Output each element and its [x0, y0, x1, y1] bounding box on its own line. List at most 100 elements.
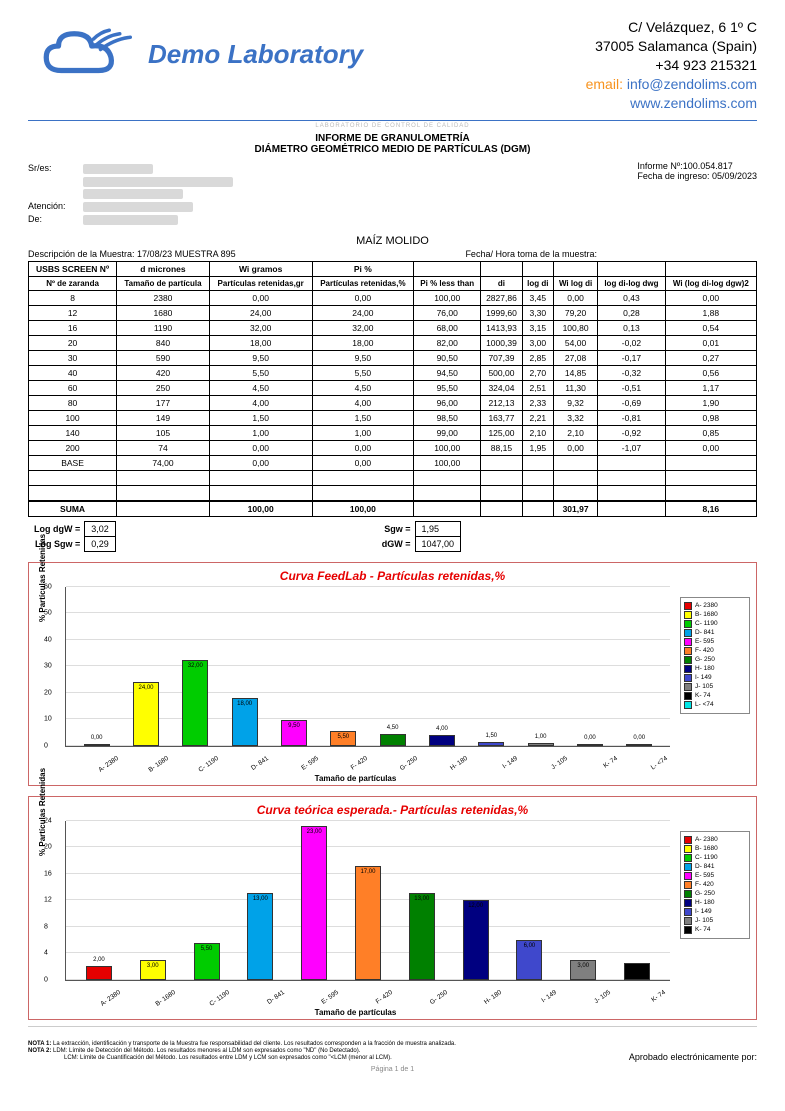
- table-header: [522, 261, 553, 276]
- chart-bar: 3,00: [570, 960, 596, 980]
- table-row: 200740,000,00100,0088,151,950,00-1,070,0…: [29, 440, 757, 455]
- chart-bar: 32,00: [182, 660, 208, 745]
- table-row: 12168024,0024,0076,001999,603,3079,200,2…: [29, 305, 757, 320]
- dgw: 1047,00: [415, 536, 461, 551]
- legend-item: A- 2380: [684, 602, 746, 610]
- chart2-title: Curva teórica esperada.- Partículas rete…: [35, 803, 750, 817]
- informe-no: 100.054.817: [683, 161, 733, 171]
- web-link[interactable]: www.zendolims.com: [586, 94, 757, 113]
- chart1-title: Curva FeedLab - Partículas retenidas,%: [35, 569, 750, 583]
- table-header: [665, 261, 756, 276]
- email-label: email:: [586, 76, 627, 92]
- legend-item: C- 1190: [684, 854, 746, 862]
- table-subheader: Pi % less than: [414, 276, 481, 290]
- addr-line2: 37005 Salamanca (Spain): [586, 37, 757, 56]
- doc-subtitle: DIÁMETRO GEOMÉTRICO MEDIO DE PARTÍCULAS …: [28, 144, 757, 155]
- table-header: Wi gramos: [209, 261, 312, 276]
- meta-block: Sr/es: Atención: De: Informe Nº:100.054.…: [28, 161, 757, 226]
- chart-bar: 12,00: [463, 900, 489, 980]
- desc-value: 17/08/23 MUESTRA 895: [137, 249, 236, 259]
- legend-item: G- 250: [684, 890, 746, 898]
- chart-feedlab: Curva FeedLab - Partículas retenidas,% %…: [28, 562, 757, 786]
- table-subheader: log di-log dwg: [598, 276, 665, 290]
- table-header: Pi %: [312, 261, 414, 276]
- table-row: 1401051,001,0099,00125,002,102,10-0,920,…: [29, 425, 757, 440]
- email-link[interactable]: info@zendolims.com: [627, 76, 757, 92]
- informe-no-label: Informe Nº:: [637, 161, 682, 171]
- table-subheader: Nº de zaranda: [29, 276, 117, 290]
- table-row: 16119032,0032,0068,001413,933,15100,800,…: [29, 320, 757, 335]
- chart-bar: 1,50: [478, 742, 504, 746]
- legend-item: E- 595: [684, 638, 746, 646]
- table-row: 823800,000,00100,002827,863,450,000,430,…: [29, 290, 757, 305]
- log-dgw-label: Log dgW =: [28, 521, 85, 536]
- table-subheader: Partículas retenidas,%: [312, 276, 414, 290]
- nota2a: LDM: Límite de Detección del Método. Los…: [53, 1048, 360, 1054]
- divider: [28, 1026, 757, 1027]
- table-subheader: Partículas retenidas,gr: [209, 276, 312, 290]
- chart-bar: 9,50: [281, 720, 307, 745]
- legend-item: B- 1680: [684, 845, 746, 853]
- chart1-xlabel: Tamaño de partículas: [35, 774, 676, 783]
- log-sgw: 0,29: [85, 536, 116, 551]
- redacted: [83, 177, 233, 187]
- redacted: [83, 202, 193, 212]
- legend-item: K- 74: [684, 692, 746, 700]
- table-subheader: Wi log di: [553, 276, 597, 290]
- chart-bar: 13,00: [247, 893, 273, 980]
- table-header: [481, 261, 523, 276]
- lab-name: Demo Laboratory: [148, 39, 363, 70]
- divider: [28, 120, 757, 121]
- logo-block: Demo Laboratory: [28, 18, 363, 90]
- table-row: 1001491,501,5098,50163,772,213,32-0,810,…: [29, 410, 757, 425]
- chart2-legend: A- 2380B- 1680C- 1190D- 841E- 595F- 420G…: [680, 831, 750, 939]
- de-label: De:: [28, 214, 83, 224]
- legend-item: F- 420: [684, 881, 746, 889]
- chart-bar: 23,00: [301, 826, 327, 979]
- table-subheader: di: [481, 276, 523, 290]
- legend-item: G- 250: [684, 656, 746, 664]
- page-number: Página 1 de 1: [28, 1066, 757, 1073]
- table-row: BASE74,000,000,00100,00: [29, 455, 757, 470]
- footnotes: NOTA 1: La extracción, identificación y …: [28, 1041, 757, 1063]
- table-row: 2084018,0018,0082,001000,393,0054,00-0,0…: [29, 335, 757, 350]
- desc-label: Descripción de la Muestra:: [28, 249, 137, 259]
- chart1-legend: A- 2380B- 1680C- 1190D- 841E- 595F- 420G…: [680, 597, 750, 714]
- table-row: [29, 470, 757, 485]
- chart-bar: 5,50: [330, 731, 356, 746]
- legend-item: D- 841: [684, 629, 746, 637]
- lab-tagline: LABORATORIO DE CONTROL DE CALIDAD: [28, 123, 757, 129]
- sres-label: Sr/es:: [28, 163, 83, 173]
- chart-bar: 0,00: [626, 744, 652, 746]
- legend-item: L- <74: [684, 701, 746, 709]
- legend-item: A- 2380: [684, 836, 746, 844]
- atencion-label: Atención:: [28, 201, 83, 211]
- nota1-label: NOTA 1:: [28, 1041, 51, 1047]
- table-header: [414, 261, 481, 276]
- chart-bar: 24,00: [133, 682, 159, 746]
- chart-bar: 0,00: [84, 744, 110, 746]
- legend-item: F- 420: [684, 647, 746, 655]
- dgw-label: dGW =: [376, 536, 415, 551]
- legend-item: D- 841: [684, 863, 746, 871]
- log-sgw-label: Log Sgw =: [28, 536, 85, 551]
- chart-bar: 18,00: [232, 698, 258, 746]
- chart-bar: 4,00: [429, 735, 455, 746]
- table-sum-row: SUMA100,00100,00301,978,16: [29, 501, 757, 517]
- nota2-label: NOTA 2:: [28, 1048, 51, 1054]
- report-header: Demo Laboratory C/ Velázquez, 6 1º C 370…: [28, 18, 757, 112]
- doc-title: INFORME DE GRANULOMETRÍA: [28, 133, 757, 144]
- addr-line1: C/ Velázquez, 6 1º C: [586, 18, 757, 37]
- table-row: 305909,509,5090,50707,392,8527,08-0,170,…: [29, 350, 757, 365]
- chart-bar: 3,00: [140, 960, 166, 980]
- chart-bar: 1,00: [528, 743, 554, 746]
- table-row: [29, 485, 757, 501]
- legend-item: I- 149: [684, 674, 746, 682]
- sgw: 1,95: [415, 521, 461, 536]
- chart-bar: 5,50: [194, 943, 220, 980]
- table-row: 602504,504,5095,50324,042,5111,30-0,511,…: [29, 380, 757, 395]
- sgw-label: Sgw =: [376, 521, 415, 536]
- redacted: [83, 215, 178, 225]
- signature-label: Aprobado electrónicamente por:: [629, 1052, 757, 1062]
- redacted: [83, 189, 183, 199]
